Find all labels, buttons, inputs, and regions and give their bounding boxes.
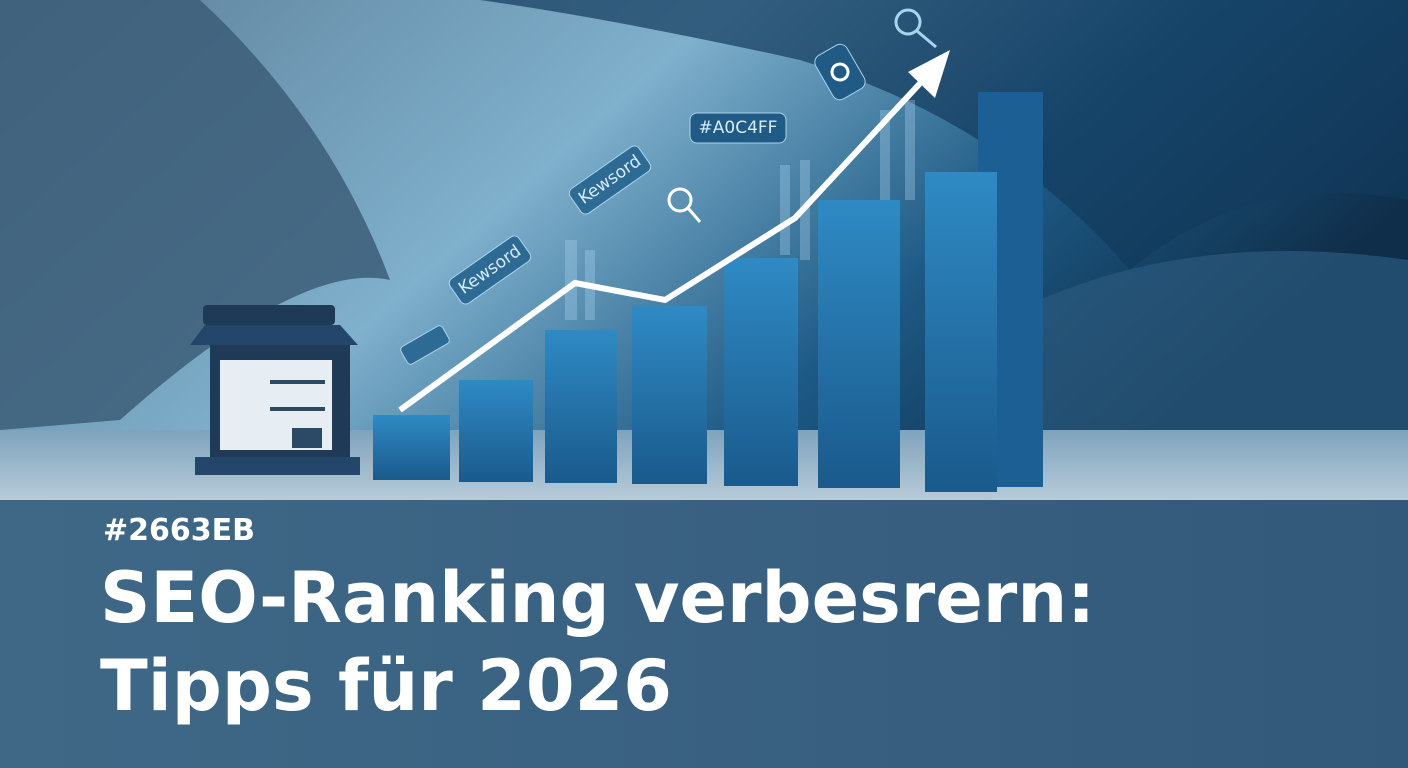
trend-arrow: [398, 50, 950, 413]
caption-label: #2663EB: [103, 513, 255, 548]
shop: [190, 305, 360, 475]
bars: [373, 92, 1043, 492]
caption-title-line: Tipps für 2026: [100, 645, 672, 727]
caption: #2663EB SEO-Ranking verbesrern: Tipps fü…: [0, 500, 1408, 768]
illustration: Kewsord Kewsord #A0C4FF: [0, 0, 1408, 500]
caption-title-line: SEO-Ranking verbesrern:: [100, 557, 1095, 639]
tags: Kewsord Kewsord #A0C4FF: [400, 8, 937, 365]
tag-label: #A0C4FF: [699, 118, 778, 138]
